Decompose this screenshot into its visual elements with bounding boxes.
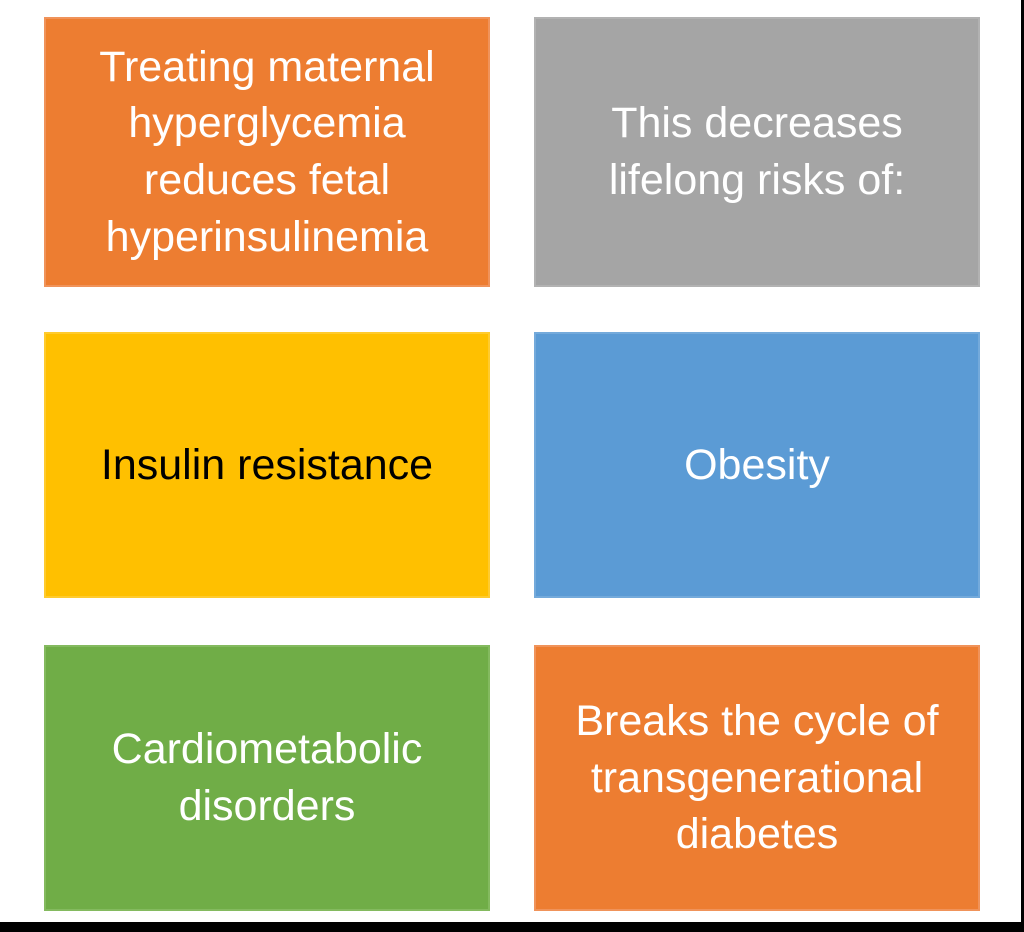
box-treating-maternal-hyperglycemia-text: Treating maternal hyperglycemia reduces … — [99, 42, 435, 261]
box-insulin-resistance: Insulin resistance — [44, 332, 490, 598]
box-cardiometabolic-disorders: Cardiometabolic disorders — [44, 645, 490, 911]
box-obesity: Obesity — [534, 332, 980, 598]
box-decreases-lifelong-risks: This decreases lifelong risks of: — [534, 17, 980, 287]
box-decreases-lifelong-risks-text: This decreases lifelong risks of: — [608, 99, 906, 204]
bottom-edge-bar — [0, 922, 1024, 932]
box-breaks-transgenerational-diabetes-text: Breaks the cycle of transgenerational di… — [575, 696, 939, 859]
box-cardiometabolic-disorders-text: Cardiometabolic disorders — [111, 725, 423, 830]
right-edge-line — [1021, 0, 1024, 932]
box-treating-maternal-hyperglycemia: Treating maternal hyperglycemia reduces … — [44, 17, 490, 287]
box-breaks-transgenerational-diabetes: Breaks the cycle of transgenerational di… — [534, 645, 980, 911]
box-obesity-text: Obesity — [684, 440, 830, 489]
box-insulin-resistance-text: Insulin resistance — [100, 440, 434, 489]
